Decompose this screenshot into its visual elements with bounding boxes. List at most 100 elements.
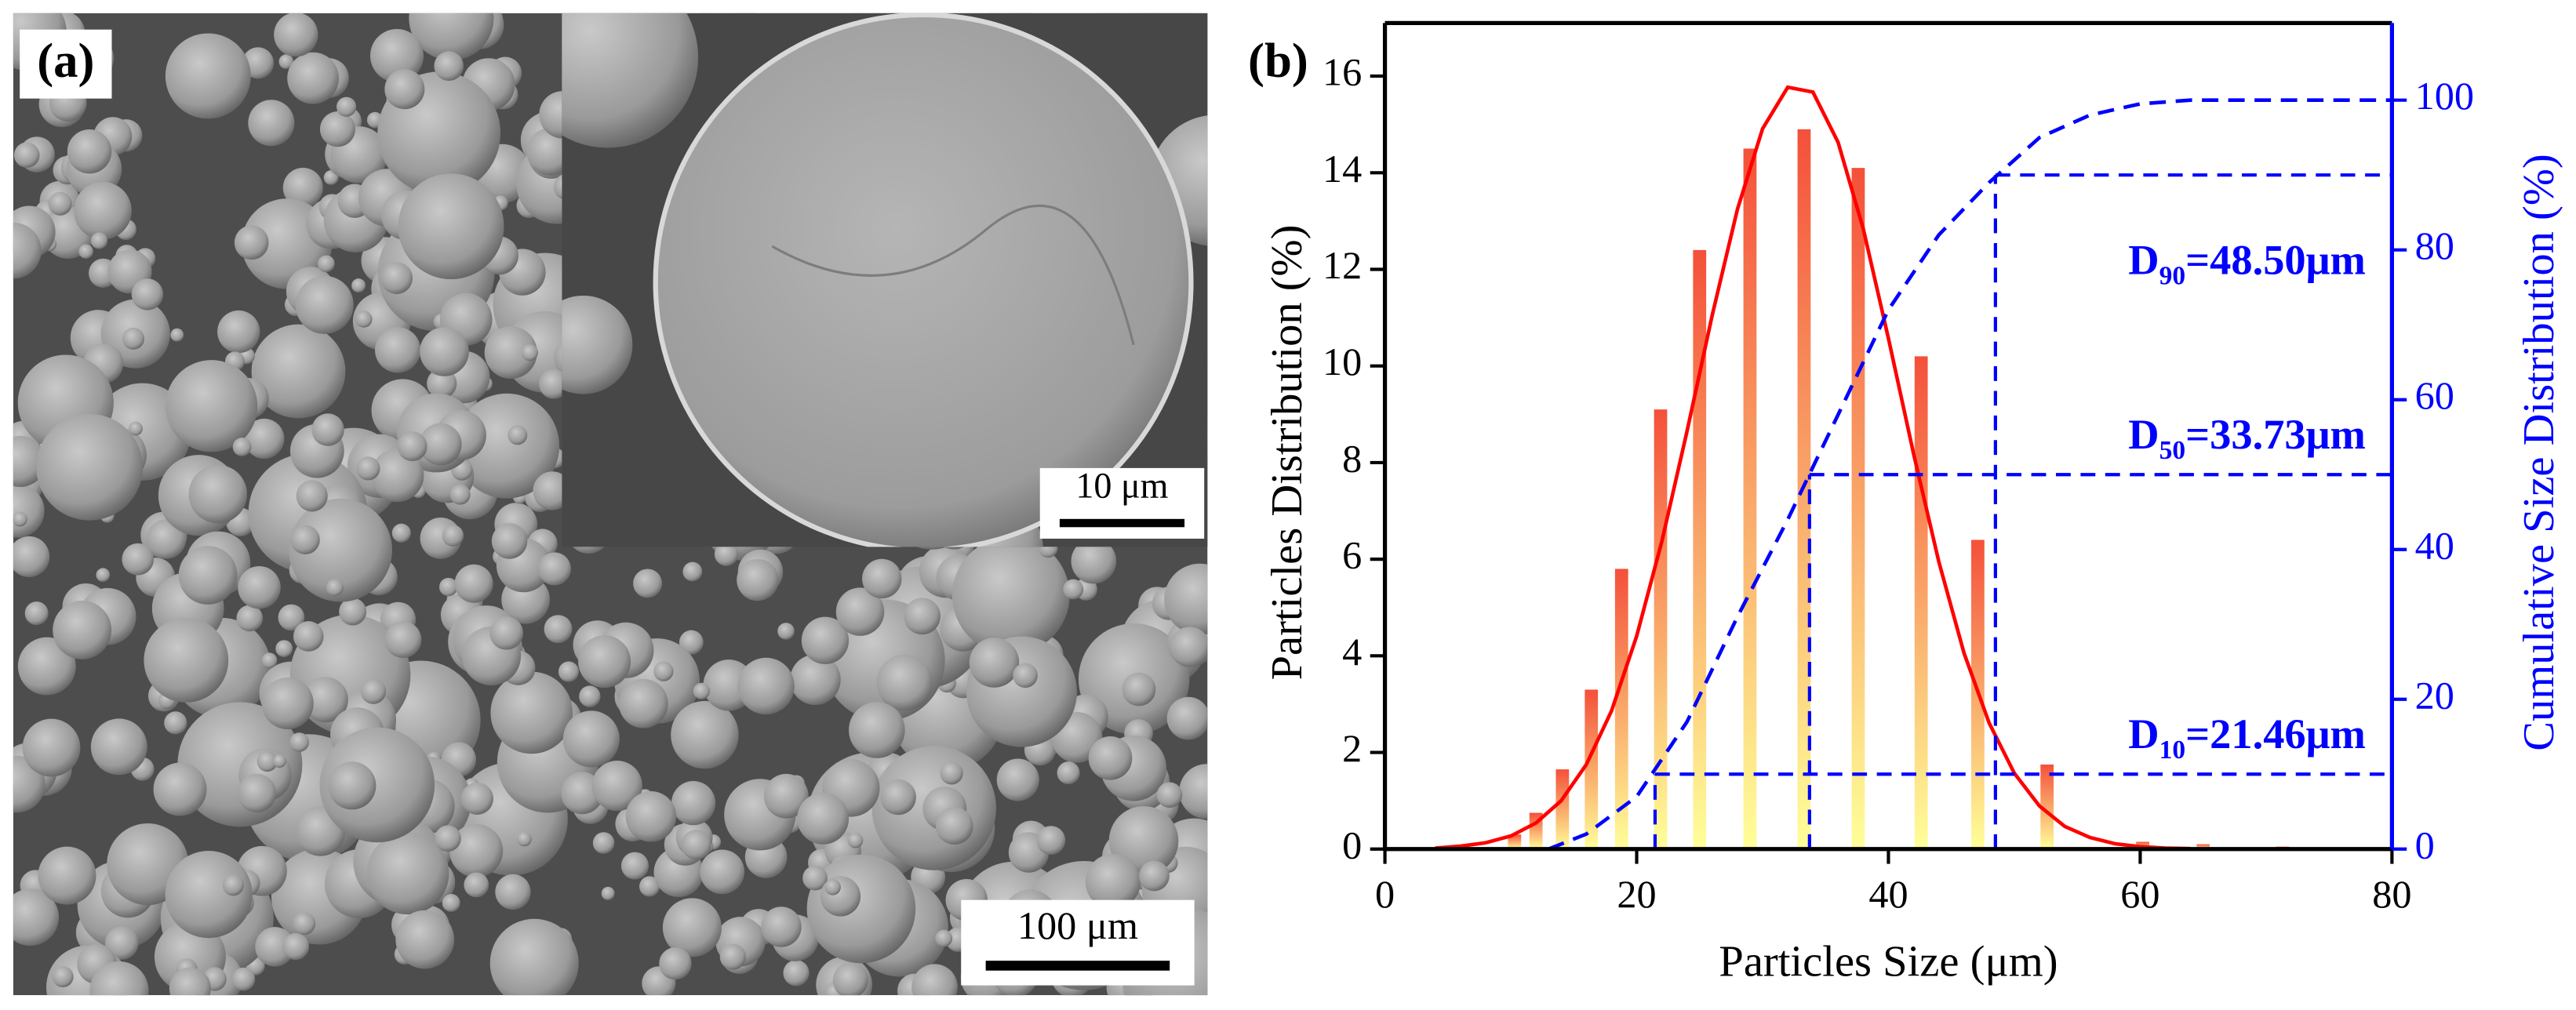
- powder-particle: [835, 587, 885, 636]
- powder-particle: [1088, 736, 1133, 780]
- partial-sphere: [562, 13, 699, 148]
- powder-particle: [558, 661, 579, 682]
- powder-particle: [761, 906, 802, 947]
- powder-particle: [295, 275, 354, 334]
- y-tick-label: 4: [1342, 630, 1362, 674]
- y-tick-label: 14: [1323, 147, 1362, 191]
- powder-particle: [13, 888, 60, 946]
- powder-particle: [996, 758, 1039, 801]
- powder-particle: [1085, 853, 1141, 910]
- x-tick-label: 80: [2372, 872, 2411, 916]
- powder-particle: [131, 278, 164, 311]
- d-label: D10=21.46μm: [2128, 710, 2366, 765]
- x-tick-label: 60: [2120, 872, 2159, 916]
- powder-particle: [442, 525, 464, 547]
- powder-particle: [289, 498, 392, 602]
- bar: [1743, 148, 1757, 849]
- powder-particle: [339, 598, 367, 626]
- powder-particle: [370, 449, 424, 503]
- powder-particle: [601, 886, 615, 900]
- powder-particle: [662, 898, 722, 957]
- x-axis-title: Particles Size (μm): [1719, 937, 2058, 986]
- y2-tick-label: 0: [2415, 823, 2435, 866]
- powder-particle: [1156, 782, 1183, 808]
- inset-scale-label: 10 μm: [1075, 466, 1168, 506]
- powder-particle: [633, 569, 663, 598]
- powder-particle: [236, 605, 264, 632]
- powder-particle: [790, 654, 841, 706]
- cumulative-curve: [1548, 98, 2392, 851]
- powder-particle: [653, 661, 674, 681]
- powder-particle: [562, 710, 620, 768]
- powder-particle: [122, 543, 155, 576]
- bar: [1555, 769, 1570, 849]
- partial-sphere: [562, 295, 633, 394]
- scale-label: 100 μm: [1017, 903, 1138, 947]
- powder-particle: [48, 191, 72, 216]
- powder-particle: [170, 328, 184, 342]
- powder-particle: [397, 431, 428, 462]
- powder-particle: [659, 947, 692, 980]
- y2-tick-label: 20: [2415, 673, 2454, 717]
- powder-particle: [22, 718, 81, 777]
- powder-particle: [165, 360, 258, 452]
- powder-particle: [251, 324, 346, 419]
- powder-particle: [293, 621, 324, 652]
- y2-axis-title: Cumulative Size Distribution (%): [2515, 154, 2563, 751]
- powder-particle: [783, 960, 810, 986]
- powder-particle: [67, 129, 112, 174]
- powder-particle: [489, 616, 524, 650]
- bar: [1654, 409, 1668, 849]
- powder-particle: [880, 779, 916, 816]
- powder-particle: [74, 181, 132, 240]
- powder-particle: [144, 618, 229, 703]
- powder-particle: [272, 754, 286, 768]
- powder-particle: [278, 604, 305, 631]
- y-tick-label: 0: [1342, 823, 1362, 866]
- d-label-part: 90: [2159, 261, 2186, 290]
- powder-particle: [449, 484, 471, 505]
- large-sphere: [653, 13, 1194, 547]
- powder-particle: [178, 546, 238, 605]
- powder-particle: [1166, 696, 1208, 740]
- powder-particle: [420, 327, 469, 376]
- inset-scale-bar: [1059, 518, 1185, 528]
- powder-particle: [278, 54, 294, 69]
- powder-particle: [618, 678, 668, 728]
- powder-particle: [255, 927, 295, 967]
- powder-particle: [904, 598, 941, 635]
- powder-particle: [693, 682, 710, 699]
- powder-particle: [578, 635, 631, 688]
- d-label-part: D: [2128, 710, 2159, 758]
- powder-particle: [435, 825, 461, 852]
- powder-particle: [275, 640, 293, 657]
- powder-particle: [876, 654, 933, 711]
- powder-particle: [13, 536, 50, 578]
- bar: [1851, 168, 1865, 849]
- powder-particle: [940, 761, 963, 785]
- d-label-part: 10: [2159, 736, 2186, 765]
- powder-particle: [454, 564, 493, 603]
- bar: [1585, 689, 1599, 849]
- powder-particle: [700, 849, 745, 895]
- powder-particle: [849, 702, 905, 758]
- powder-particle: [153, 762, 207, 816]
- powder-particle: [282, 933, 310, 961]
- powder-particle: [17, 637, 76, 696]
- y-tick-label: 16: [1323, 50, 1362, 94]
- powder-particle: [336, 96, 357, 117]
- powder-particle: [36, 413, 144, 521]
- powder-particle: [639, 876, 660, 897]
- powder-particle: [296, 480, 328, 512]
- powder-particle: [911, 964, 958, 996]
- powder-particle: [289, 732, 309, 752]
- powder-particle: [13, 511, 27, 527]
- powder-particle: [366, 832, 449, 915]
- powder-particle: [384, 69, 425, 110]
- powder-particle: [319, 111, 355, 147]
- powder-particle: [592, 832, 615, 854]
- powder-particle: [951, 536, 1070, 655]
- powder-particle: [820, 876, 861, 917]
- powder-particle: [287, 52, 340, 104]
- powder-particle: [679, 630, 704, 655]
